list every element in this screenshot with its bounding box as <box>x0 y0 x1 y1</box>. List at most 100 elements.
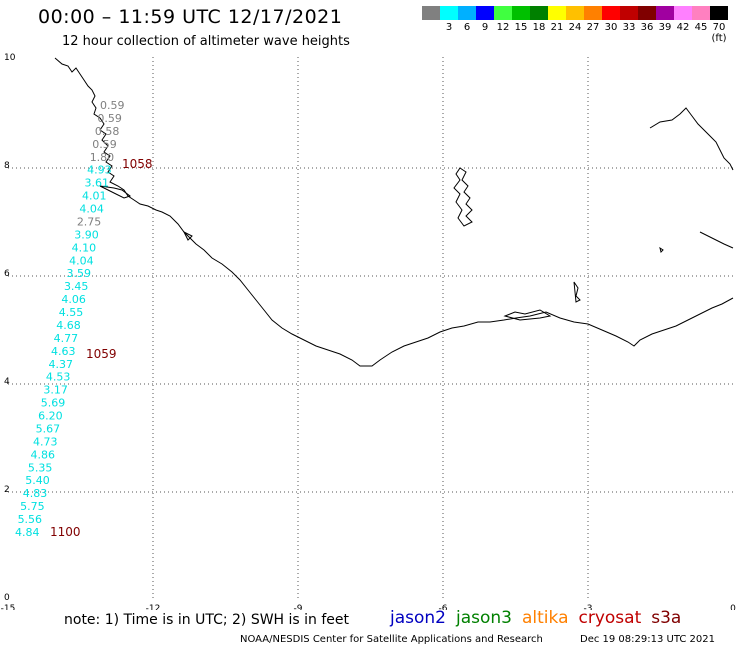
colorbar-label: 36 <box>640 22 654 33</box>
wave-height-value: 5.40 <box>25 474 50 487</box>
satellite-legend: jason2 jason3 altika cryosat s3a <box>390 608 691 628</box>
wave-height-value: 5.67 <box>36 422 61 435</box>
wave-height-value: 4.53 <box>46 371 70 384</box>
wave-height-value: 0.59 <box>100 99 125 112</box>
colorbar-swatch <box>602 6 620 20</box>
generated-timestamp: Dec 19 08:29:13 UTC 2021 <box>580 634 715 645</box>
map-title: 00:00 – 11:59 UTC 12/17/2021 <box>38 6 343 28</box>
x-tick-label: -9 <box>294 604 303 610</box>
y-tick-label: 10 <box>4 53 16 63</box>
colorbar-swatch <box>512 6 530 20</box>
map-subtitle: 12 hour collection of altimeter wave hei… <box>62 34 350 49</box>
wave-height-value: 4.84 <box>15 526 40 539</box>
wave-height-value: 2.75 <box>77 215 102 228</box>
coastline <box>54 57 734 367</box>
y-tick-label: 6 <box>4 269 10 279</box>
wave-height-value: 1.80 <box>90 151 115 164</box>
colorbar-swatch <box>548 6 566 20</box>
colorbar-label: 12 <box>496 22 510 33</box>
colorbar-swatch <box>566 6 584 20</box>
wave-height-value: 3.45 <box>64 280 89 293</box>
wave-height-value: 4.68 <box>56 319 81 332</box>
colorbar-labels: 3 6 9 12 15 18 21 24 27 30 33 36 39 42 45 70 (ft) <box>422 22 728 44</box>
colorbar-swatch <box>638 6 656 20</box>
y-tick-label: 4 <box>4 377 10 387</box>
colorbar-swatch <box>584 6 602 20</box>
satellite-jason3: jason3 <box>456 608 512 628</box>
wave-height-value: 0.59 <box>97 112 122 125</box>
colorbar-label: 3 <box>445 22 453 33</box>
satellite-altika: altika <box>522 608 569 628</box>
colorbar-label: 18 <box>532 22 546 33</box>
time-labels: 1058 1059 1100 <box>50 157 153 539</box>
wave-height-value: 3.61 <box>85 177 110 190</box>
wave-height-value: 3.90 <box>74 228 99 241</box>
wave-height-value: 4.37 <box>48 358 73 371</box>
wave-height-value: 6.20 <box>38 410 63 423</box>
colorbar-label: 45 <box>694 22 708 33</box>
colorbar-swatch <box>530 6 548 20</box>
wave-height-value: 4.83 <box>23 487 48 500</box>
wave-height-value: 0.58 <box>95 125 120 138</box>
wave-height-labels: 0.590.590.580.591.804.933.614.014.042.75… <box>15 99 125 539</box>
colorbar-swatch <box>620 6 638 20</box>
colorbar-swatch <box>476 6 494 20</box>
y-tick-label: 8 <box>4 161 10 171</box>
wave-height-value: 0.59 <box>92 138 117 151</box>
colorbar-swatch <box>440 6 458 20</box>
time-label: 1058 <box>122 157 153 171</box>
footer-note: note: 1) Time is in UTC; 2) SWH is in fe… <box>64 612 350 628</box>
wave-height-value: 4.06 <box>61 293 85 306</box>
wave-height-value: 5.56 <box>18 513 43 526</box>
colorbar-swatch <box>656 6 674 20</box>
colorbar-label: 6 <box>463 22 471 33</box>
satellite-cryosat: cryosat <box>578 608 642 628</box>
x-tick-label: 0 <box>730 604 736 610</box>
map-grid <box>8 57 733 600</box>
colorbar-swatch <box>422 6 440 20</box>
x-tick-label: -3 <box>584 604 593 610</box>
wave-height-value: 4.93 <box>87 164 112 177</box>
colorbar-label: 24 <box>568 22 582 33</box>
time-label: 1100 <box>50 525 81 539</box>
colorbar-swatch <box>692 6 710 20</box>
wave-height-value: 4.01 <box>82 190 107 203</box>
wave-height-value: 5.35 <box>28 461 53 474</box>
colorbar-label: 33 <box>622 22 636 33</box>
wave-height-value: 4.77 <box>54 332 79 345</box>
colorbar-swatch <box>710 6 728 20</box>
satellite-s3a: s3a <box>651 608 682 628</box>
wave-height-value: 3.17 <box>43 384 67 397</box>
wave-height-value: 5.69 <box>41 397 66 410</box>
colorbar-label: 42 <box>676 22 690 33</box>
wave-height-value: 4.73 <box>33 435 58 448</box>
wave-height-value: 4.63 <box>51 345 76 358</box>
y-tick-label: 2 <box>4 485 10 495</box>
wave-height-value: 3.59 <box>67 267 92 280</box>
credit-text: NOAA/NESDIS Center for Satellite Applica… <box>240 634 543 645</box>
y-tick-label: 0 <box>4 593 10 603</box>
colorbar-swatch <box>458 6 476 20</box>
time-label: 1059 <box>86 347 117 361</box>
colorbar-swatch <box>494 6 512 20</box>
wave-height-value: 4.10 <box>72 241 97 254</box>
wave-height-value: 5.75 <box>20 500 45 513</box>
wave-height-value: 4.04 <box>69 254 94 267</box>
colorbar-label: 39 <box>658 22 672 33</box>
colorbar-label: 21 <box>550 22 564 33</box>
axis-ticks: -15 -12 -9 -6 -3 0 0 2 4 6 8 10 <box>1 53 736 610</box>
colorbar-label: 70 (ft) <box>711 22 727 44</box>
colorbar-label: 27 <box>586 22 600 33</box>
x-tick-label: -12 <box>146 604 161 610</box>
wave-height-value: 4.04 <box>79 203 104 216</box>
wave-height-value: 4.86 <box>30 448 54 461</box>
x-tick-label: -15 <box>1 604 16 610</box>
wave-height-value: 4.55 <box>59 306 84 319</box>
colorbar-swatch <box>674 6 692 20</box>
colorbar-label: 9 <box>481 22 489 33</box>
colorbar-label: 30 <box>604 22 618 33</box>
colorbar-label: 15 <box>514 22 528 33</box>
wave-height-colorbar <box>422 6 728 20</box>
x-tick-label: -6 <box>439 604 448 610</box>
